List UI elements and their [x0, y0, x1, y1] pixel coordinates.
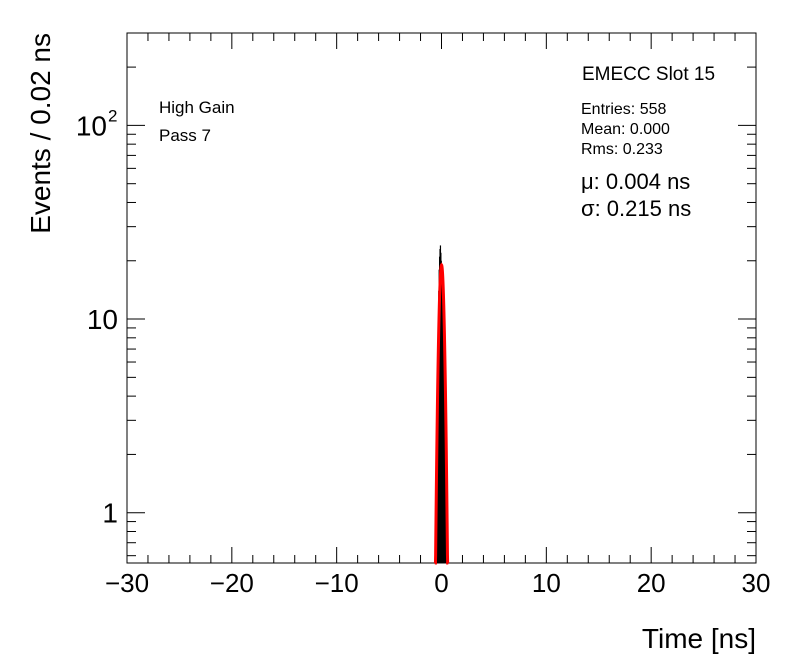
x-tick-label: −10 — [315, 568, 359, 598]
x-tick-label: 30 — [742, 568, 771, 598]
pass-label: Pass 7 — [159, 126, 211, 145]
y-tick-label: 1 — [102, 498, 118, 529]
axis-ticks — [126, 32, 757, 563]
y-tick-label: 10 — [76, 110, 107, 141]
x-tick-label: 10 — [532, 568, 561, 598]
stats-rms: Rms: 0.233 — [581, 141, 663, 158]
y-tick-exponent: 2 — [108, 106, 117, 125]
x-tick-labels: −30 −20 −10 0 10 20 30 — [105, 568, 771, 598]
x-tick-label: 20 — [637, 568, 666, 598]
x-tick-label: 0 — [434, 568, 448, 598]
fit-sigma: σ: 0.215 ns — [581, 196, 691, 221]
x-tick-label: −30 — [105, 568, 149, 598]
high-gain-label: High Gain — [159, 98, 235, 117]
gaussian-fit-curve — [433, 262, 450, 565]
stats-entries: Entries: 558 — [581, 101, 666, 118]
x-axis-label: Time [ns] — [642, 623, 756, 654]
fit-mu: μ: 0.004 ns — [581, 169, 690, 194]
x-tick-label: −20 — [210, 568, 254, 598]
stats-mean: Mean: 0.000 — [581, 121, 670, 138]
y-axis-label: Events / 0.02 ns — [25, 33, 56, 234]
y-tick-label: 10 — [87, 304, 118, 335]
stats-title: EMECC Slot 15 — [582, 64, 715, 85]
